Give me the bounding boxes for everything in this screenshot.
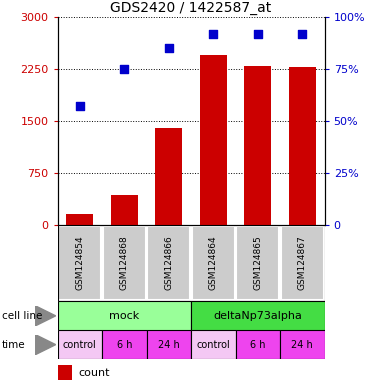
Bar	[147, 226, 190, 300]
Point	[299, 31, 305, 37]
Bar	[147, 330, 191, 359]
Bar	[236, 330, 280, 359]
Text: time: time	[2, 339, 26, 350]
Bar	[191, 330, 236, 359]
Text: control: control	[197, 339, 230, 350]
Bar	[289, 68, 316, 225]
Text: GSM124864: GSM124864	[209, 236, 218, 290]
Point	[255, 31, 261, 37]
Bar	[280, 330, 325, 359]
Text: 6 h: 6 h	[116, 339, 132, 350]
Point	[210, 31, 216, 37]
Bar	[236, 226, 279, 300]
Text: cell line: cell line	[2, 311, 42, 321]
Point	[77, 103, 83, 109]
Text: GSM124868: GSM124868	[120, 236, 129, 290]
Bar	[200, 55, 227, 225]
Text: deltaNp73alpha: deltaNp73alpha	[213, 311, 302, 321]
Bar	[155, 128, 182, 225]
Point	[166, 45, 172, 51]
Text: GSM124867: GSM124867	[298, 236, 307, 290]
Bar	[58, 330, 102, 359]
Bar	[244, 66, 271, 225]
Title: GDS2420 / 1422587_at: GDS2420 / 1422587_at	[111, 1, 272, 15]
Bar	[111, 195, 138, 225]
Bar	[58, 226, 101, 300]
Point	[121, 66, 127, 72]
Text: mock: mock	[109, 311, 139, 321]
Text: GSM124854: GSM124854	[75, 236, 84, 290]
Text: 6 h: 6 h	[250, 339, 266, 350]
Text: count: count	[79, 367, 111, 377]
Bar	[281, 226, 324, 300]
Text: GSM124866: GSM124866	[164, 236, 173, 290]
Bar	[103, 226, 146, 300]
Polygon shape	[35, 306, 56, 326]
Bar	[102, 330, 147, 359]
Text: 24 h: 24 h	[292, 339, 313, 350]
Polygon shape	[35, 334, 56, 355]
Text: control: control	[63, 339, 96, 350]
Text: GSM124865: GSM124865	[253, 236, 262, 290]
Text: 24 h: 24 h	[158, 339, 180, 350]
Bar	[66, 214, 93, 225]
Bar	[192, 226, 235, 300]
Bar	[58, 365, 72, 380]
Bar	[58, 301, 191, 330]
Bar	[191, 301, 325, 330]
